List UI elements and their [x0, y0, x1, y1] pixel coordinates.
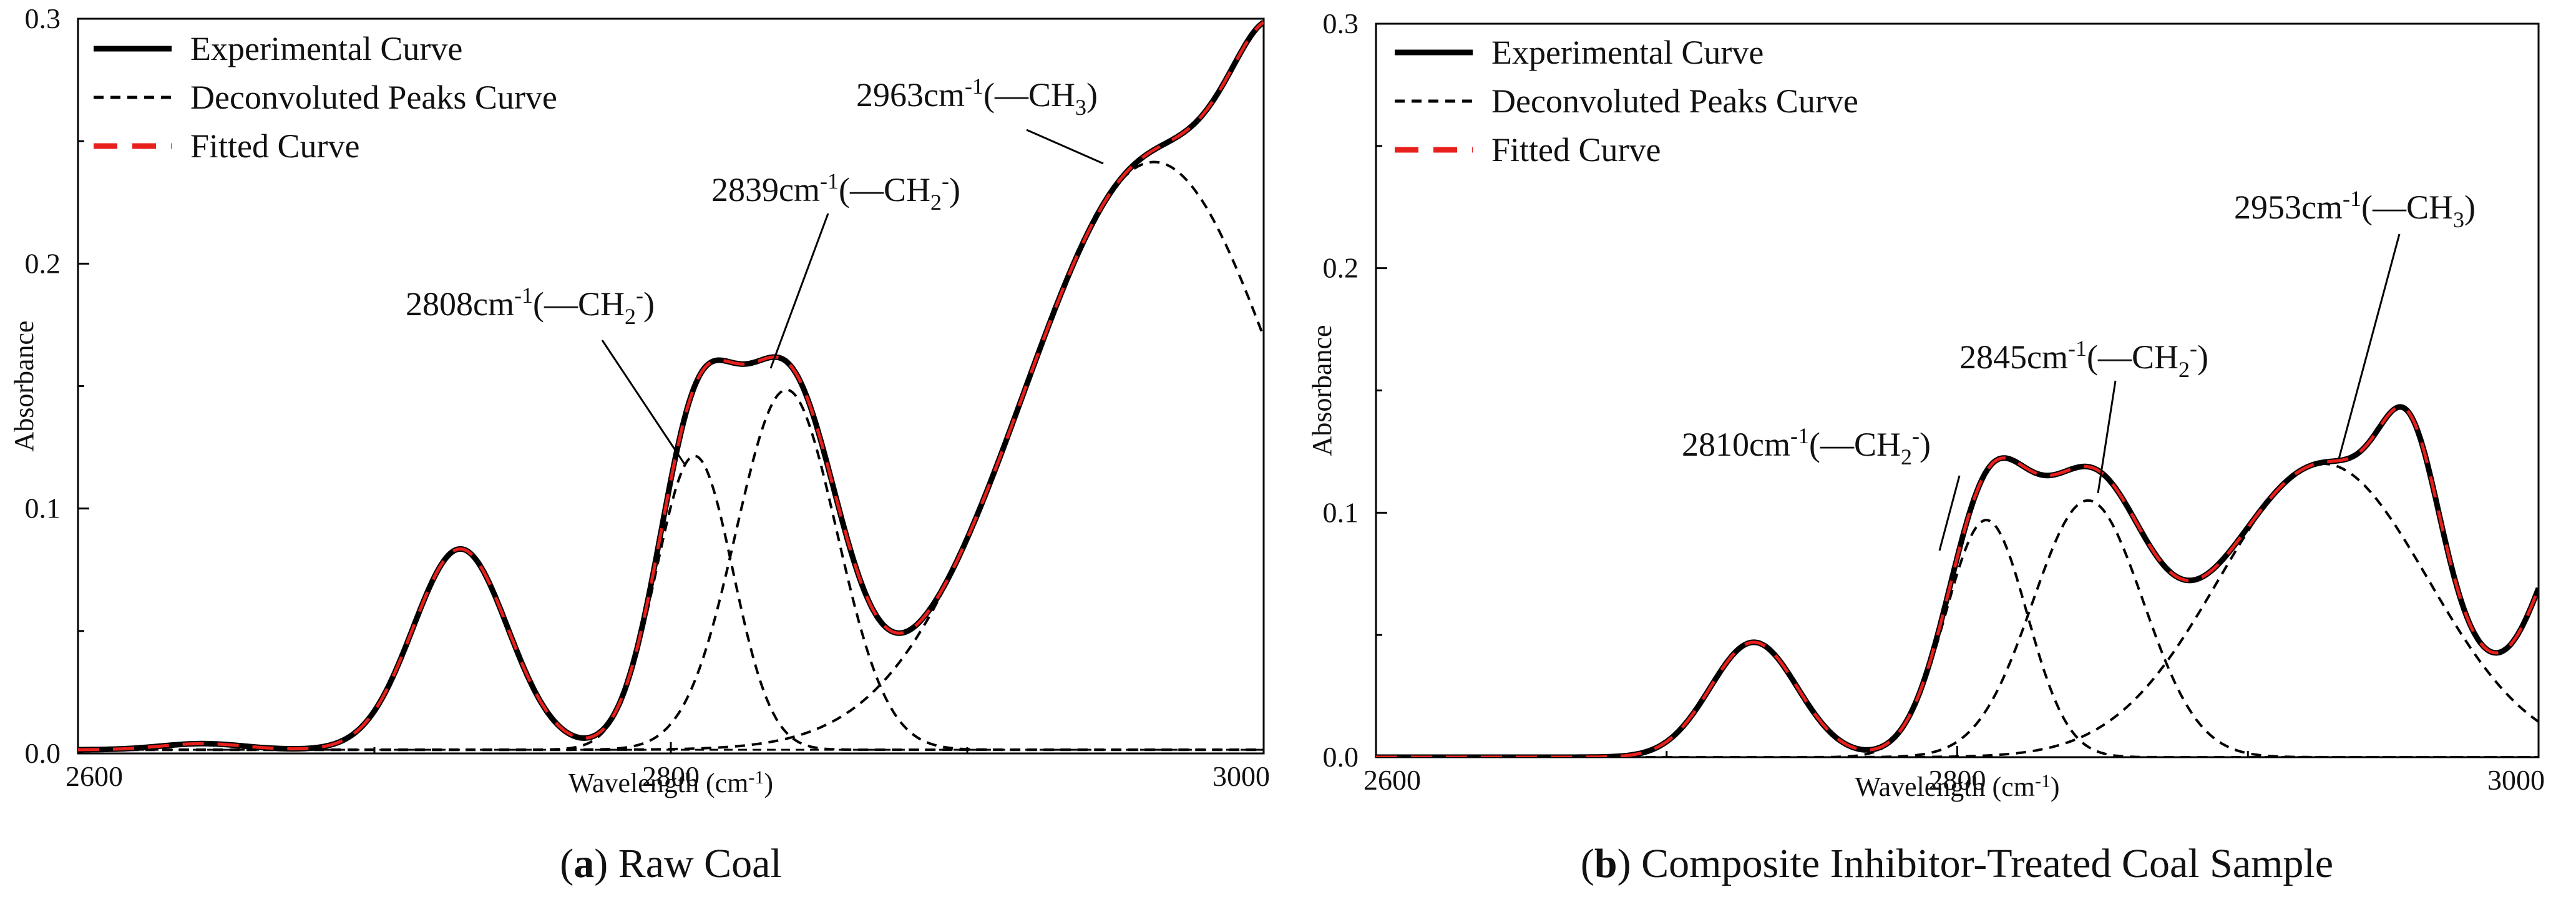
x-tick-label: 3000 — [2487, 764, 2545, 796]
x-tick-label: 2800 — [1929, 764, 1986, 796]
annotation-leader-line — [1026, 129, 1104, 165]
y-tick-label: 0.2 — [1323, 252, 1359, 284]
peak-annotation: 2963cm-1(—CH3) — [856, 74, 1104, 165]
deconvoluted-peak-curve — [78, 454, 1264, 752]
annotation-label: 2839cm-1(—CH2-) — [711, 169, 960, 215]
y-tick-label: 0.0 — [25, 737, 61, 769]
peak-annotation: 2839cm-1(—CH2-) — [711, 169, 960, 369]
x-tick-label: 3000 — [1212, 760, 1270, 792]
panel-caption: (b) Composite Inhibitor-Treated Coal Sam… — [1581, 841, 2333, 886]
annotation-leader-line — [601, 340, 686, 466]
annotation-label: 2810cm-1(—CH2-) — [1682, 423, 1931, 469]
y-tick-label: 0.1 — [1323, 496, 1359, 528]
y-tick-label: 0.3 — [1323, 7, 1359, 39]
legend: Experimental Curve Deconvoluted Peaks Cur… — [94, 30, 557, 165]
y-axis-label: Absorbance — [1307, 325, 1337, 456]
experimental-curve — [1376, 404, 2539, 757]
annotation-leader-line — [769, 213, 829, 369]
deconvoluted-peak-curve — [78, 388, 1264, 752]
annotation-label: 2963cm-1(—CH3) — [856, 74, 1098, 120]
legend-label: Experimental Curve — [1491, 34, 1764, 71]
deconvoluted-peak-curve — [1376, 499, 2539, 757]
peak-annotation: 2845cm-1(—CH2-) — [1959, 336, 2208, 494]
panel-b-treated-coal: 2600 2800 3000 0.0 0.1 0.2 0.3 Wavelength (cm-1… — [1307, 7, 2545, 886]
annotation-label: 2808cm-1(—CH2-) — [406, 283, 655, 329]
annotation-leader-line — [2338, 233, 2401, 459]
x-axis-label: Wavelength (cm-1) — [568, 767, 773, 798]
x-tick-label: 2600 — [1364, 764, 1421, 796]
peak-annotation: 2953cm-1(—CH3) — [2234, 186, 2476, 459]
fitted-curve — [1376, 405, 2539, 757]
x-tick-label: 2800 — [642, 760, 700, 792]
x-tick-label: 2600 — [66, 760, 123, 792]
panel-caption: (a) Raw Coal — [560, 841, 782, 886]
legend: Experimental Curve Deconvoluted Peaks Cur… — [1395, 34, 1858, 169]
y-tick-label: 0.0 — [1323, 741, 1359, 773]
annotation-label: 2953cm-1(—CH3) — [2234, 186, 2476, 232]
legend-label: Deconvoluted Peaks Curve — [190, 79, 557, 116]
plot-area — [78, 19, 1264, 753]
peak-annotation: 2810cm-1(—CH2-) — [1682, 423, 1961, 551]
deconvoluted-peak-curve — [78, 160, 1264, 752]
x-axis-label: Wavelength (cm-1) — [1855, 771, 2059, 802]
legend-label: Experimental Curve — [190, 30, 462, 67]
deconvoluted-peak-curve — [1376, 463, 2539, 757]
legend-label: Fitted Curve — [1491, 131, 1661, 169]
legend-label: Deconvoluted Peaks Curve — [1491, 82, 1858, 120]
peak-annotation: 2808cm-1(—CH2-) — [406, 283, 686, 466]
annotation-leader-line — [1938, 475, 1961, 551]
annotation-label: 2845cm-1(—CH2-) — [1959, 336, 2208, 382]
y-tick-label: 0.3 — [25, 2, 61, 34]
y-tick-label: 0.1 — [25, 493, 61, 524]
annotation-leader-line — [2097, 380, 2117, 494]
y-axis-label: Absorbance — [9, 320, 39, 451]
y-tick-label: 0.2 — [25, 247, 61, 279]
legend-label: Fitted Curve — [190, 127, 359, 165]
panel-a-raw-coal: 2600 2800 3000 0.0 0.1 0.2 0.3 Wavelength (cm-1… — [9, 2, 1270, 886]
fitted-curve — [78, 21, 1264, 752]
plot-area — [1376, 404, 2539, 757]
